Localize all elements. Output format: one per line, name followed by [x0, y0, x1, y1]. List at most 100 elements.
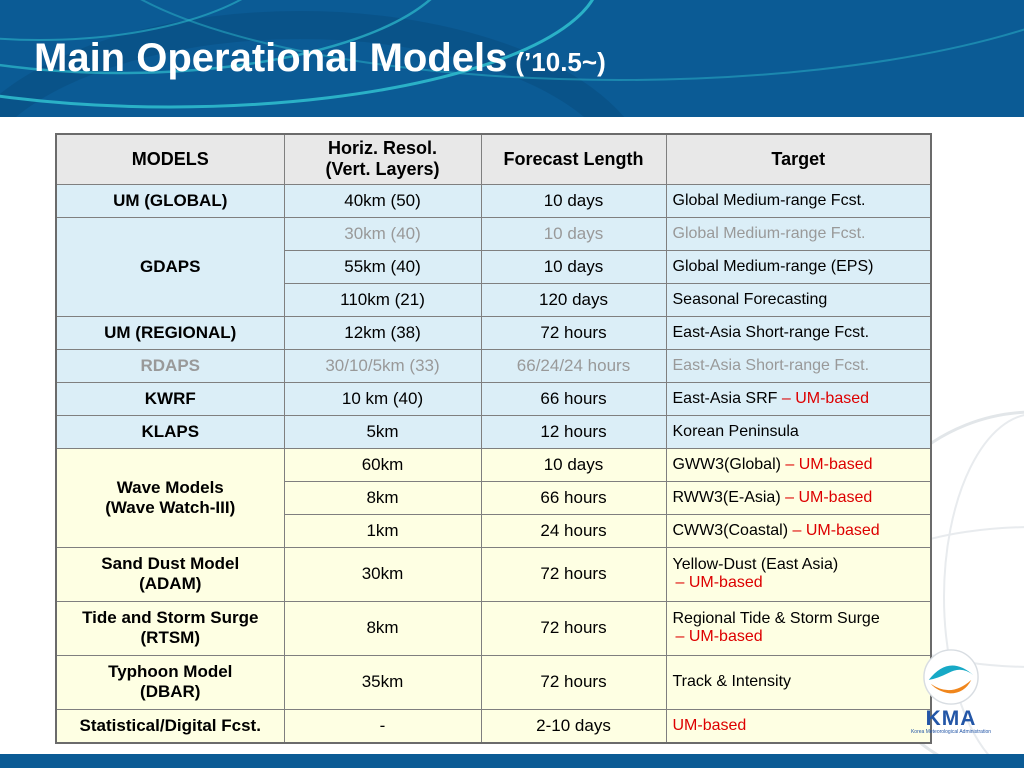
cell-target: East-Asia Short-range Fcst.	[665, 348, 932, 383]
cell-resolution: 30km	[283, 546, 482, 602]
row-gdaps-2: 55km (40) 10 days Global Medium-range (E…	[56, 249, 932, 284]
target-text: Yellow-Dust (East Asia)	[672, 556, 839, 573]
target-um-based-note: – UM-based	[785, 488, 873, 506]
cell-forecast-length: 72 hours	[480, 546, 667, 602]
cell-resolution: -	[283, 708, 482, 744]
target-text: GWW3(Global)	[672, 455, 781, 473]
kma-logo: KMA Korea Meteorological Administration	[896, 648, 1006, 736]
row-um-regional: UM (REGIONAL) 12km (38) 72 hours East-As…	[55, 315, 932, 350]
cell-forecast-length: 24 hours	[480, 513, 667, 548]
cell-forecast-length: 72 hours	[480, 600, 667, 656]
row-rdaps: RDAPS 30/10/5km (33) 66/24/24 hours East…	[55, 348, 932, 383]
cell-target: CWW3(Coastal) – UM-based	[665, 513, 932, 548]
cell-model: Tide and Storm Surge (RTSM)	[55, 600, 285, 656]
cell-model: UM (GLOBAL)	[55, 183, 285, 218]
cell-resolution: 8km	[283, 480, 482, 515]
cell-target: East-Asia SRF – UM-based	[665, 381, 932, 416]
cell-resolution: 8km	[283, 600, 482, 656]
column-header-target: Target	[665, 133, 932, 185]
header-arc-decoration	[0, 0, 1024, 117]
page-title-main: Main Operational Models	[34, 36, 508, 80]
target-text: CWW3(Coastal)	[672, 521, 789, 539]
cell-forecast-length: 72 hours	[480, 315, 667, 350]
column-header-resolution: Horiz. Resol. (Vert. Layers)	[283, 133, 482, 185]
cell-target: Global Medium-range Fcst.	[665, 216, 932, 251]
column-header-forecast-length: Forecast Length	[480, 133, 667, 185]
cell-forecast-length: 66/24/24 hours	[480, 348, 667, 383]
cell-target: RWW3(E-Asia) – UM-based	[665, 480, 932, 515]
cell-forecast-length: 10 days	[480, 249, 667, 284]
cell-target: Yellow-Dust (East Asia) – UM-based	[665, 546, 932, 602]
cell-resolution: 30/10/5km (33)	[283, 348, 482, 383]
cell-model: KLAPS	[55, 414, 285, 449]
cell-model: Wave Models (Wave Watch-III)	[55, 447, 285, 548]
cell-forecast-length: 10 days	[480, 183, 667, 218]
slide-body: MODELS Horiz. Resol. (Vert. Layers) Fore…	[0, 117, 1024, 754]
target-text: RWW3(E-Asia)	[672, 488, 781, 506]
row-wave-1: Wave Models (Wave Watch-III) 60km 10 day…	[55, 447, 932, 548]
cell-model: RDAPS	[55, 348, 285, 383]
cell-target: GWW3(Global) – UM-based	[665, 447, 932, 482]
cell-forecast-length: 2-10 days	[480, 708, 667, 744]
kma-logo-subtext: Korea Meteorological Administration	[910, 729, 992, 735]
cell-resolution: 110km (21)	[283, 282, 482, 317]
cell-forecast-length: 10 days	[480, 447, 667, 482]
row-kwrf: KWRF 10 km (40) 66 hours East-Asia SRF –…	[55, 381, 932, 416]
target-um-based-note: – UM-based	[781, 389, 870, 407]
target-um-based-note: – UM-based	[792, 521, 880, 539]
table-header-row: MODELS Horiz. Resol. (Vert. Layers) Fore…	[55, 133, 932, 185]
target-text: East-Asia SRF	[672, 389, 778, 407]
cell-model: Sand Dust Model (ADAM)	[55, 546, 285, 602]
slide-header: Main Operational Models (’10.5~)	[0, 0, 1024, 117]
cell-resolution: 60km	[283, 447, 482, 482]
cell-resolution: 55km (40)	[283, 249, 482, 284]
kma-logo-text: KMA	[925, 707, 977, 730]
page-title: Main Operational Models (’10.5~)	[34, 36, 606, 81]
models-table: MODELS Horiz. Resol. (Vert. Layers) Fore…	[55, 133, 932, 744]
cell-target: Global Medium-range (EPS)	[665, 249, 932, 284]
row-klaps: KLAPS 5km 12 hours Korean Peninsula	[55, 414, 932, 449]
cell-resolution: 30km (40)	[283, 216, 482, 251]
row-sand-dust: Sand Dust Model (ADAM) 30km 72 hours Yel…	[55, 546, 932, 602]
cell-target: East-Asia Short-range Fcst.	[665, 315, 932, 350]
cell-resolution: 10 km (40)	[283, 381, 482, 416]
target-um-based-note: – UM-based	[675, 628, 763, 645]
cell-forecast-length: 12 hours	[480, 414, 667, 449]
cell-resolution: 1km	[283, 513, 482, 548]
cell-forecast-length: 66 hours	[480, 381, 667, 416]
target-um-based-note: – UM-based	[785, 455, 873, 473]
target-um-based-note: UM-based	[672, 716, 747, 734]
row-gdaps-3: 110km (21) 120 days Seasonal Forecasting	[56, 282, 932, 317]
cell-model: GDAPS	[55, 216, 285, 317]
cell-resolution: 12km (38)	[283, 315, 482, 350]
row-tide-storm-surge: Tide and Storm Surge (RTSM) 8km 72 hours…	[55, 600, 932, 656]
row-gdaps-1: GDAPS 30km (40) 10 days Global Medium-ra…	[55, 216, 932, 317]
cell-target: Global Medium-range Fcst.	[665, 183, 932, 218]
target-text: Regional Tide & Storm Surge	[672, 610, 880, 627]
row-wave-2: 8km 66 hours RWW3(E-Asia) – UM-based	[56, 480, 932, 515]
cell-target: UM-based	[665, 708, 932, 744]
cell-resolution: 40km (50)	[283, 183, 482, 218]
cell-forecast-length: 120 days	[480, 282, 667, 317]
cell-model: KWRF	[55, 381, 285, 416]
cell-model: UM (REGIONAL)	[55, 315, 285, 350]
column-header-models: MODELS	[55, 133, 285, 185]
page-title-suffix: (’10.5~)	[515, 47, 606, 77]
cell-target: Track & Intensity	[665, 654, 932, 710]
cell-forecast-length: 72 hours	[480, 654, 667, 710]
cell-target: Seasonal Forecasting	[665, 282, 932, 317]
row-um-global: UM (GLOBAL) 40km (50) 10 days Global Med…	[55, 183, 932, 218]
cell-resolution: 5km	[283, 414, 482, 449]
row-typhoon: Typhoon Model (DBAR) 35km 72 hours Track…	[55, 654, 932, 710]
row-statistical: Statistical/Digital Fcst. - 2-10 days UM…	[55, 708, 932, 744]
target-um-based-note: – UM-based	[675, 574, 763, 591]
footer-band	[0, 754, 1024, 768]
cell-target: Korean Peninsula	[665, 414, 932, 449]
cell-forecast-length: 66 hours	[480, 480, 667, 515]
kma-logo-icon	[923, 649, 979, 705]
cell-resolution: 35km	[283, 654, 482, 710]
cell-model: Statistical/Digital Fcst.	[55, 708, 285, 744]
row-wave-3: 1km 24 hours CWW3(Coastal) – UM-based	[56, 513, 932, 548]
cell-forecast-length: 10 days	[480, 216, 667, 251]
